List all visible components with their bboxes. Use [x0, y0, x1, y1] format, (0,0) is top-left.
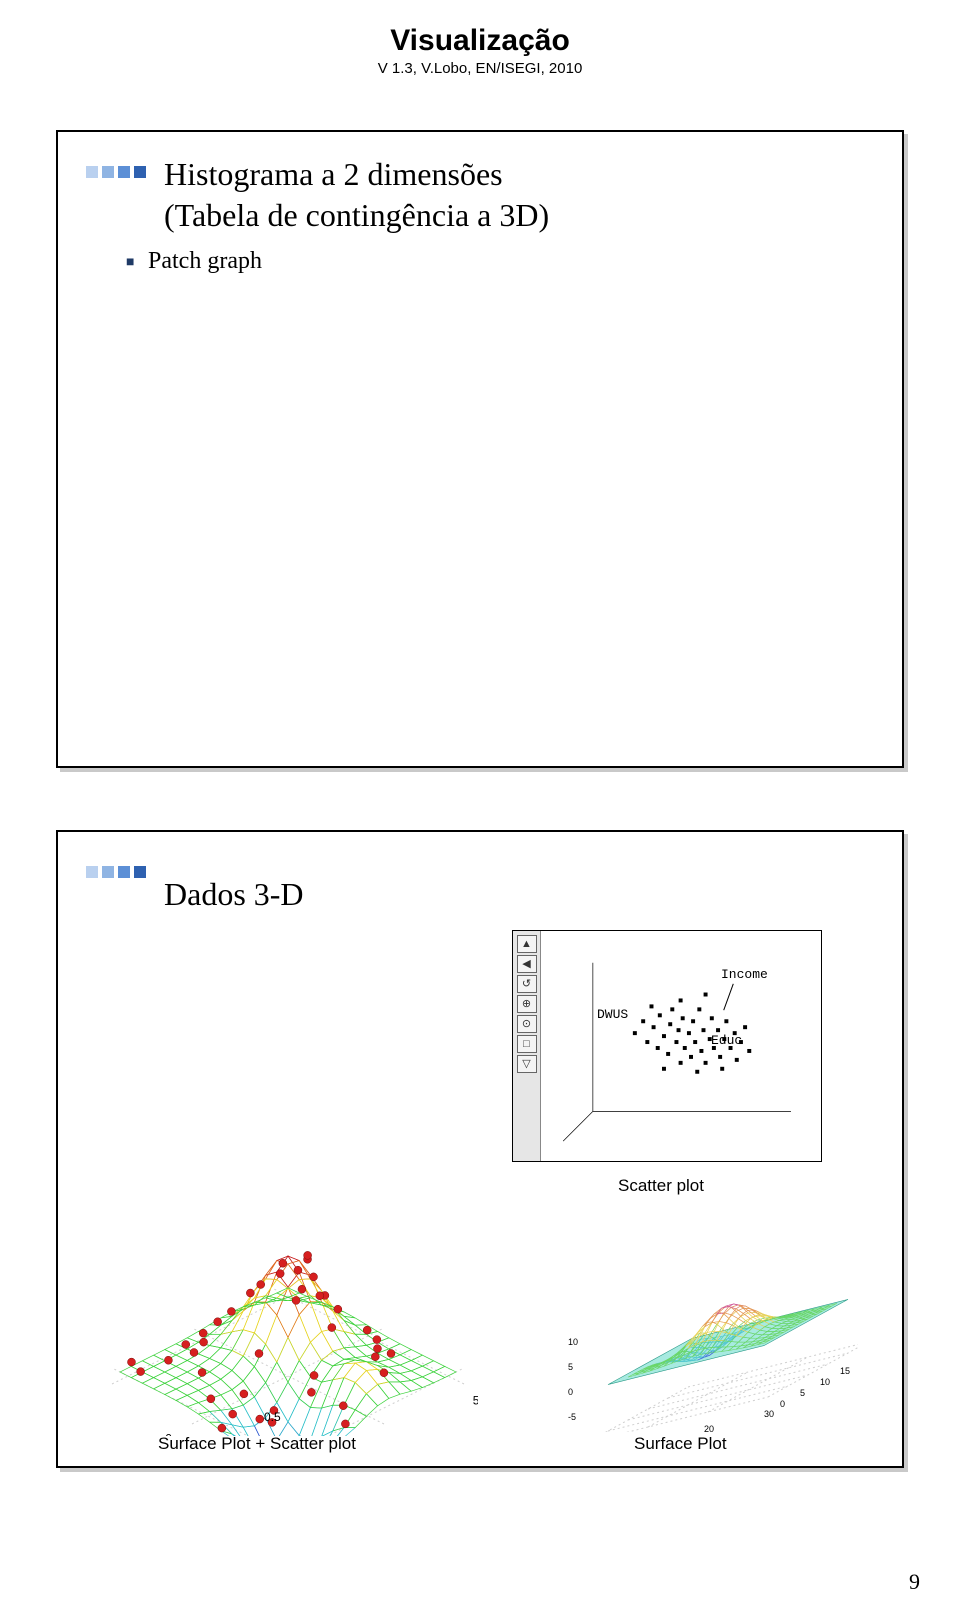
scatter-axis-z: Educ	[711, 1033, 742, 1048]
scatter-tool-button[interactable]: ▲	[517, 935, 537, 953]
slide-1: Histograma a 2 dimensões (Tabela de cont…	[56, 130, 904, 768]
caption-surface-scatter: Surface Plot + Scatter plot	[158, 1434, 356, 1454]
page-title: Visualização	[0, 24, 960, 58]
page-subtitle: V 1.3, V.Lobo, EN/ISEGI, 2010	[0, 60, 960, 77]
bullet-square	[86, 166, 98, 178]
svg-text:-5: -5	[568, 1412, 576, 1422]
svg-text:0: 0	[568, 1387, 573, 1397]
svg-text:15: 15	[840, 1366, 850, 1376]
caption-surface: Surface Plot	[634, 1434, 727, 1454]
scatter-axis-y: Income	[721, 967, 768, 982]
bullet-square	[102, 866, 114, 878]
bullet-square	[134, 866, 146, 878]
scatter-toolbar: ▲ ◀ ↺ ⊕ ⊙ □ ▽	[513, 931, 541, 1161]
bullet-square	[134, 166, 146, 178]
surface-plus-scatter-plot: 0.50-5-50055	[98, 1146, 478, 1436]
scatter-axis-x: DWUS	[597, 1007, 628, 1022]
svg-text:5: 5	[568, 1362, 573, 1372]
bullet-square	[118, 166, 130, 178]
svg-text:0: 0	[393, 1433, 400, 1436]
scatter-area: DWUS Income Educ	[553, 943, 811, 1151]
page-number: 9	[909, 1569, 920, 1595]
svg-text:10: 10	[568, 1337, 578, 1347]
bullet-square	[102, 166, 114, 178]
slide1-heading-line2: (Tabela de contingência a 3D)	[164, 197, 549, 233]
svg-text:20: 20	[704, 1424, 714, 1432]
title-bullet-bar	[86, 166, 146, 178]
svg-text:10: 10	[820, 1377, 830, 1387]
bullet-square	[118, 866, 130, 878]
scatter-svg	[553, 943, 811, 1151]
title-bullet-bar-2	[86, 866, 146, 878]
svg-text:5: 5	[473, 1393, 478, 1407]
scatter-plot-panel: ▲ ◀ ↺ ⊕ ⊙ □ ▽ DWUS Income Educ	[512, 930, 822, 1162]
svg-text:0.5: 0.5	[264, 1410, 281, 1424]
svg-text:5: 5	[800, 1388, 805, 1398]
scatter-tool-button[interactable]: ↺	[517, 975, 537, 993]
scatter-tool-button[interactable]: □	[517, 1035, 537, 1053]
svg-text:30: 30	[764, 1409, 774, 1419]
scatter-tool-button[interactable]: ⊕	[517, 995, 537, 1013]
surface-right-svg: 1050-5-1001020300510152025	[538, 1232, 858, 1432]
surface-left-svg: 0.50-5-50055	[98, 1146, 478, 1436]
page-header: Visualização V 1.3, V.Lobo, EN/ISEGI, 20…	[0, 0, 960, 77]
slide-2: Dados 3-D ▲ ◀ ↺ ⊕ ⊙ □ ▽ DWUS Income Educ Scatt…	[56, 830, 904, 1468]
caption-scatter: Scatter plot	[618, 1176, 704, 1196]
surface-plot: 1050-5-1001020300510152025	[538, 1232, 858, 1432]
slide1-heading: Histograma a 2 dimensões (Tabela de cont…	[164, 154, 549, 236]
slide2-heading: Dados 3-D	[164, 874, 304, 915]
slide1-bullet: Patch graph	[148, 248, 262, 275]
svg-text:0: 0	[780, 1399, 785, 1409]
scatter-tool-button[interactable]: ⊙	[517, 1015, 537, 1033]
scatter-tool-button[interactable]: ◀	[517, 955, 537, 973]
slide1-heading-line1: Histograma a 2 dimensões	[164, 156, 503, 192]
scatter-tool-button[interactable]: ▽	[517, 1055, 537, 1073]
bullet-square	[86, 866, 98, 878]
